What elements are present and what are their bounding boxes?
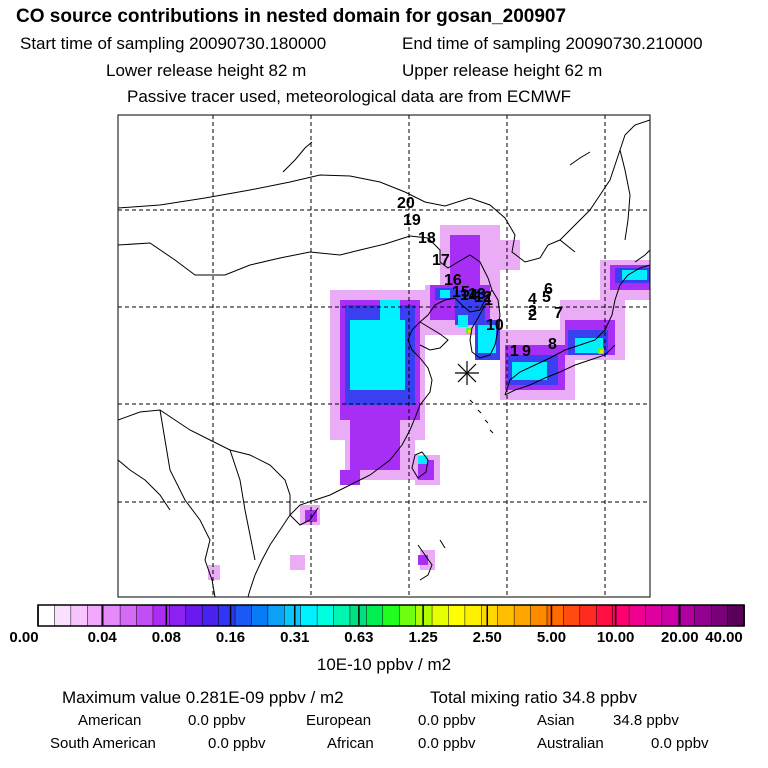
traj-label-6: 6 bbox=[544, 281, 553, 298]
traj-label-16: 16 bbox=[444, 272, 462, 289]
african-label: African bbox=[327, 735, 374, 752]
traj-label-10: 10 bbox=[486, 317, 504, 334]
australian-label: Australian bbox=[537, 735, 604, 752]
max-value-label: Maximum value 0.281E-09 ppbv / m2 bbox=[62, 688, 344, 707]
colorbar-label: 1.25 bbox=[408, 629, 438, 646]
asian-value: 34.8 ppbv bbox=[613, 712, 679, 729]
traj-label-12: 12 bbox=[474, 289, 492, 306]
upper-release-label: Upper release height 62 m bbox=[402, 61, 603, 80]
grid-lines bbox=[118, 115, 650, 597]
map-panel: 20 19 18 17 16 15 14 13 12 1 10 4 5 6 3 … bbox=[117, 114, 651, 598]
traj-label-14: 14 bbox=[460, 287, 478, 304]
traj-label-8: 8 bbox=[548, 336, 557, 353]
traj-label-18: 18 bbox=[418, 230, 436, 247]
traj-label-17: 17 bbox=[432, 252, 450, 269]
traj-label-20: 20 bbox=[397, 195, 415, 212]
colorbar-label: 0.16 bbox=[215, 629, 246, 646]
colorbar-label: 20.00 bbox=[661, 629, 699, 646]
receptor-star-icon bbox=[455, 361, 479, 385]
traj-label-1: 1 bbox=[510, 343, 519, 360]
colorbar-label: 0.08 bbox=[151, 629, 181, 646]
colorbar-units: 10E-10 ppbv / m2 bbox=[316, 655, 452, 674]
european-label: European bbox=[306, 712, 372, 729]
map-frame bbox=[117, 114, 651, 598]
start-time-label: Start time of sampling 20090730.180000 bbox=[20, 34, 327, 53]
australian-value: 0.0 ppbv bbox=[651, 735, 709, 752]
south-american-label: South American bbox=[50, 735, 156, 752]
colorbar-label: 10.00 bbox=[596, 629, 635, 646]
african-value: 0.0 ppbv bbox=[418, 735, 476, 752]
asian-label: Asian bbox=[537, 712, 575, 729]
traj-label-5: 5 bbox=[542, 289, 551, 306]
colorbar-label: 0.31 bbox=[280, 629, 310, 646]
traj-label-15: 15 bbox=[452, 284, 470, 301]
lower-release-label: Lower release height 82 m bbox=[106, 61, 307, 80]
traj-label-19: 19 bbox=[403, 212, 421, 229]
tracer-note: Passive tracer used, meteorological data… bbox=[127, 87, 572, 106]
figure-title: CO source contributions in nested domain… bbox=[16, 6, 567, 27]
end-time-label: End time of sampling 20090730.210000 bbox=[402, 34, 703, 53]
traj-label-7: 7 bbox=[554, 305, 563, 322]
colorbar-label: 0.00 bbox=[9, 629, 39, 646]
traj-label-4: 4 bbox=[528, 291, 537, 308]
plume-layer bbox=[208, 225, 650, 580]
traj-label-13: 13 bbox=[468, 286, 486, 303]
colorbar-label: 40.00 bbox=[705, 629, 743, 646]
coastline-layer bbox=[118, 119, 650, 597]
colorbar-label: 0.04 bbox=[87, 629, 117, 646]
american-value: 0.0 ppbv bbox=[188, 712, 246, 729]
colorbar-label: 5.00 bbox=[536, 629, 567, 646]
colorbar-label: 2.50 bbox=[472, 629, 502, 646]
traj-label-11: 1 bbox=[484, 292, 493, 309]
colorbar-label: 0.63 bbox=[344, 629, 374, 646]
european-value: 0.0 ppbv bbox=[418, 712, 476, 729]
traj-label-9: 9 bbox=[522, 343, 531, 360]
traj-label-3: 3 bbox=[528, 303, 537, 320]
american-label: American bbox=[78, 712, 142, 729]
south-american-value: 0.0 ppbv bbox=[208, 735, 266, 752]
total-mixing-label: Total mixing ratio 34.8 ppbv bbox=[430, 688, 637, 707]
traj-label-2: 2 bbox=[528, 307, 537, 324]
